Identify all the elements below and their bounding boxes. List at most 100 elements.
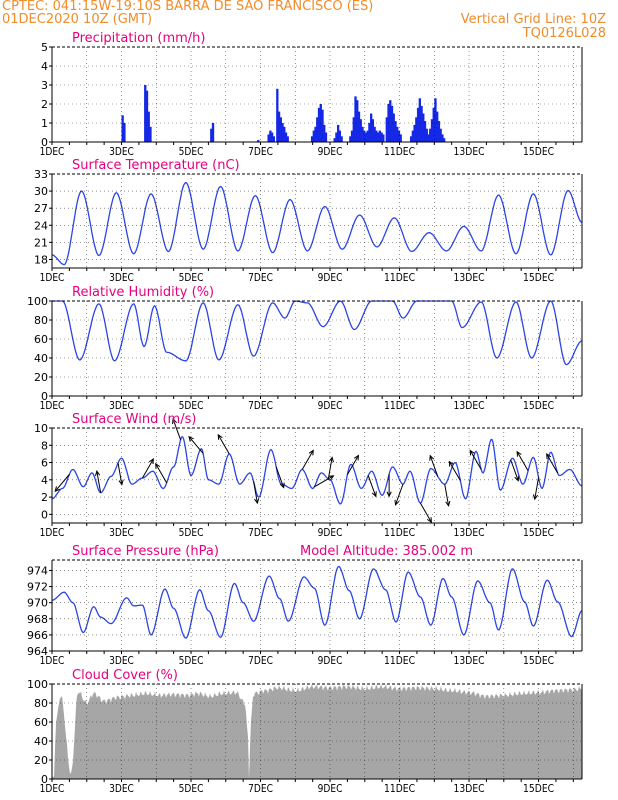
y-tick-label: 0 (41, 773, 48, 786)
precipitation-bar (145, 90, 149, 142)
precipitation-bar (415, 117, 418, 142)
x-tick-label: 13DEC (454, 782, 485, 795)
y-tick-label: 0 (41, 390, 48, 403)
y-tick-label: 10 (34, 422, 48, 435)
wind-arrow-head (448, 460, 454, 467)
wind-arrow (394, 483, 404, 506)
precipitation-bar (409, 136, 413, 142)
precipitation-bar (439, 128, 442, 142)
wind-arrow-shaft (96, 471, 102, 493)
precipitation-bar (422, 113, 425, 142)
precipitation-title: Precipitation (mm/h) (72, 31, 205, 46)
precipitation-bar (436, 111, 439, 142)
precipitation-bar (310, 136, 314, 142)
x-tick-label: 13DEC (454, 271, 485, 284)
wind-arrow-head (353, 454, 359, 461)
precipitation-bar (430, 119, 434, 142)
precipitation-bar (321, 109, 324, 142)
wind-arrow-shaft (419, 502, 432, 523)
x-tick-label: 11DEC (384, 271, 415, 284)
wind-arrow-head (514, 475, 520, 482)
y-tick-label: 40 (34, 735, 48, 748)
y-tick-label: 5 (41, 41, 48, 54)
wind-arrow-shaft (217, 434, 230, 455)
y-tick-label: 20 (34, 754, 48, 767)
x-tick-label: 3DEC (109, 399, 134, 412)
wind-arrow (386, 474, 392, 498)
precipitation-bar (323, 124, 326, 142)
wind-arrow-shaft (275, 466, 285, 488)
wind-title: Surface Wind (m/s) (72, 412, 196, 427)
precipitation-bar (123, 123, 126, 142)
precipitation-bar (418, 98, 421, 142)
y-tick-label: 6 (41, 457, 48, 470)
wind-arrow-shaft (448, 461, 461, 481)
y-tick-label: 972 (27, 581, 48, 594)
precipitation-bar (144, 85, 147, 142)
x-tick-label: 15DEC (523, 271, 554, 284)
precipitation-bar (350, 130, 354, 142)
wind-arrow-shaft (54, 474, 70, 492)
y-tick-label: 970 (27, 597, 48, 610)
wind-arrow-head (148, 458, 154, 465)
precipitation-bar (312, 130, 315, 142)
wind-arrow (301, 449, 314, 470)
precipitation-bar (441, 134, 444, 142)
x-tick-label: 13DEC (454, 526, 485, 539)
wind-arrow (117, 462, 124, 486)
y-tick-label: 966 (27, 629, 48, 642)
precipitation-panel: 0 1 2 3 4 5 1DEC 3DEC 5DEC 7DEC 9DEC 11DEC 13DEC 15DE… (40, 31, 583, 158)
precipitation-bar (364, 132, 368, 142)
y-tick-label: 80 (34, 697, 48, 710)
x-tick-label: 7DEC (248, 271, 273, 284)
precipitation-bar (338, 130, 342, 142)
x-tick-label: 5DEC (179, 145, 204, 158)
wind-arrow (253, 481, 260, 505)
x-tick-label: 9DEC (318, 399, 343, 412)
wind-arrow-head (217, 433, 223, 440)
precipitation-bar (324, 132, 328, 142)
precipitation-bar (370, 113, 373, 142)
y-tick-label: 0 (41, 136, 48, 149)
x-tick-label: 1DEC (40, 145, 65, 158)
y-tick-label: 1 (41, 117, 48, 130)
precipitation-bar (335, 132, 338, 142)
x-tick-label: 9DEC (318, 271, 343, 284)
pressure-panel: 964 966 968 970 972 974 1DEC 3DEC 5DEC 7DEC 9DEC 11… (27, 544, 583, 667)
precipitation-bar (284, 132, 288, 142)
precipitation-bar (279, 117, 282, 142)
x-tick-label: 3DEC (109, 782, 134, 795)
wind-arrow (516, 450, 529, 472)
y-tick-label: 8 (41, 439, 48, 452)
precipitation-bar (276, 88, 279, 142)
x-tick-label: 9DEC (318, 526, 343, 539)
wind-arrow-head (94, 469, 101, 477)
wind-arrow (155, 462, 168, 484)
precipitation-bar (363, 130, 366, 142)
x-tick-label: 7DEC (248, 399, 273, 412)
precipitation-bar (336, 124, 340, 142)
wind-arrow (141, 458, 154, 479)
wind-arrow-head (279, 482, 285, 489)
wind-arrow (546, 453, 559, 474)
x-tick-label: 3DEC (109, 271, 134, 284)
pressure-title: Surface Pressure (hPa) (72, 544, 219, 559)
x-tick-label: 9DEC (318, 145, 343, 158)
precipitation-bar (382, 134, 385, 142)
precipitation-bar (385, 117, 388, 142)
precipitation-bar (314, 126, 317, 142)
precipitation-bar (272, 136, 276, 142)
x-tick-label: 13DEC (454, 145, 485, 158)
precipitation-bar (210, 128, 213, 142)
y-tick-label: 968 (27, 613, 48, 626)
humidity-line (52, 300, 583, 366)
x-tick-label: 15DEC (523, 526, 554, 539)
precipitation-bar (416, 107, 420, 142)
y-tick-label: 0 (41, 508, 48, 521)
precipitation-bar (366, 130, 369, 142)
precipitation-bar (396, 126, 399, 142)
x-tick-label: 5DEC (179, 654, 204, 667)
precipitation-bar (390, 105, 394, 142)
x-tick-label: 11DEC (384, 782, 415, 795)
